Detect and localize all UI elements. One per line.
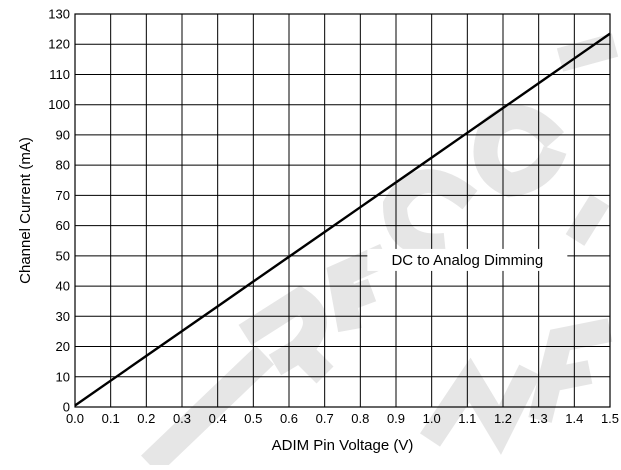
x-tick-label: 1.4 <box>565 411 583 426</box>
x-tick-label: 0.2 <box>137 411 155 426</box>
x-tick-label: 1.1 <box>458 411 476 426</box>
x-tick-label: 0.6 <box>280 411 298 426</box>
y-tick-label: 70 <box>56 188 70 203</box>
x-tick-label: 0.3 <box>173 411 191 426</box>
x-tick-label: 1.2 <box>494 411 512 426</box>
x-tick-label: 0.4 <box>209 411 227 426</box>
y-tick-label: 100 <box>48 97 70 112</box>
y-tick-label: 110 <box>49 67 70 82</box>
x-tick-label: 0.9 <box>387 411 405 426</box>
x-tick-label: 0.8 <box>351 411 369 426</box>
x-tick-label: 0.1 <box>102 411 120 426</box>
grid <box>75 14 610 407</box>
y-tick-label: 40 <box>56 279 70 294</box>
plot-frame <box>75 14 610 407</box>
x-tick-label: 1.3 <box>530 411 548 426</box>
x-tick-label: 1.0 <box>423 411 441 426</box>
x-tick-label: 0.5 <box>244 411 262 426</box>
x-axis-tick-labels: 0.0 0.1 0.2 0.3 0.4 0.5 0.6 0.7 0.8 0.9 1.0 1.1 1.2 1… <box>66 411 619 426</box>
annotation-text: DC to Analog Dimming <box>391 252 543 269</box>
y-tick-label: 60 <box>56 218 70 233</box>
y-tick-label: 20 <box>56 339 70 354</box>
y-tick-label: 50 <box>56 248 70 263</box>
x-axis-title: ADIM Pin Voltage (V) <box>272 437 414 454</box>
y-tick-label: 0 <box>63 400 70 415</box>
y-tick-label: 90 <box>56 127 70 142</box>
y-tick-label: 30 <box>56 309 70 324</box>
y-tick-label: 80 <box>56 158 70 173</box>
y-axis-tick-labels: 0 10 20 30 40 50 60 70 80 90 100 110 120 130 <box>48 7 70 415</box>
y-tick-label: 10 <box>56 369 70 384</box>
series-line <box>75 34 610 406</box>
y-tick-label: 120 <box>48 37 70 52</box>
series-layer <box>75 34 610 406</box>
y-tick-label: 130 <box>48 7 70 22</box>
x-tick-label: 1.5 <box>601 411 619 426</box>
x-tick-label: 0.7 <box>316 411 334 426</box>
y-axis-title: Channel Current (mA) <box>17 137 34 284</box>
